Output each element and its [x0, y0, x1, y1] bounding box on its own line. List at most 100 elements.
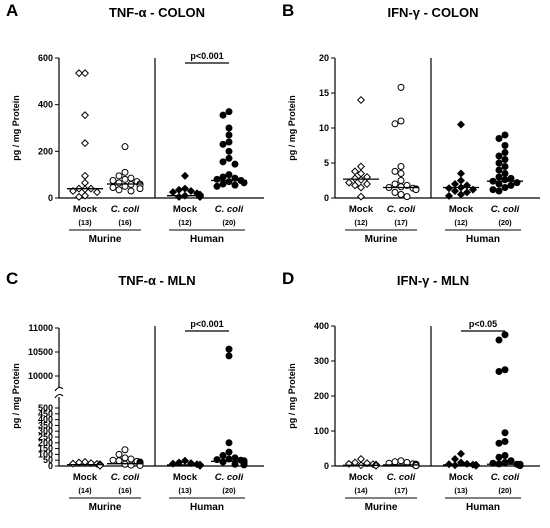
- data-point: [127, 461, 135, 469]
- data-point: [495, 453, 503, 461]
- y-tick-label: 250: [38, 432, 53, 442]
- data-point: [231, 460, 239, 468]
- data-point: [501, 131, 509, 139]
- sample-count: (13): [178, 486, 192, 495]
- y-tick-label: 0: [48, 461, 53, 471]
- data-point: [501, 176, 509, 184]
- data-point: [489, 459, 497, 467]
- data-point: [516, 462, 524, 470]
- data-point: [350, 181, 360, 190]
- data-point: [225, 448, 233, 456]
- data-point: [462, 188, 472, 197]
- data-point: [456, 169, 466, 178]
- data-point: [92, 188, 102, 197]
- data-point: [397, 83, 405, 91]
- category-label: C. coli: [215, 204, 244, 215]
- group-label: Murine: [365, 234, 398, 245]
- category-label: C. coli: [111, 204, 140, 215]
- sample-count: (16): [118, 486, 132, 495]
- data-point: [397, 191, 405, 198]
- sample-count: (17): [394, 218, 408, 227]
- category-label: C. coli: [111, 472, 140, 483]
- axis-break-mark: [54, 393, 64, 399]
- y-tick-label: 100: [38, 449, 53, 459]
- category-label: C. coli: [491, 472, 520, 483]
- data-point: [115, 179, 123, 187]
- category-label: Mock: [73, 204, 98, 215]
- sample-count: (20): [222, 486, 236, 495]
- data-point: [225, 124, 233, 132]
- y-tick-label: 300: [314, 356, 329, 366]
- data-point: [495, 368, 503, 375]
- data-point: [450, 179, 460, 189]
- data-point: [127, 187, 135, 195]
- data-point: [495, 336, 503, 344]
- data-point: [444, 184, 454, 193]
- data-point: [495, 166, 503, 174]
- y-tick-label: 200: [314, 391, 329, 401]
- chart-title: TNF-α - COLON: [109, 5, 205, 20]
- data-point: [356, 95, 366, 105]
- data-point: [391, 167, 399, 175]
- y-tick-label: 400: [314, 321, 329, 331]
- data-point: [115, 186, 123, 194]
- data-point: [127, 455, 135, 463]
- sample-count: (14): [78, 486, 92, 495]
- sample-count: (12): [354, 218, 368, 227]
- data-point: [68, 186, 78, 196]
- category-label: C. coli: [491, 204, 520, 215]
- group-label: Murine: [89, 502, 122, 513]
- data-point: [225, 154, 233, 162]
- data-point: [495, 159, 503, 167]
- data-point: [219, 140, 227, 148]
- data-point: [231, 181, 239, 189]
- data-point: [180, 456, 190, 465]
- data-point: [80, 69, 90, 78]
- data-point: [121, 175, 129, 183]
- y-tick-label: 0: [324, 461, 329, 471]
- data-point: [127, 174, 135, 182]
- data-point: [507, 174, 515, 182]
- data-point: [225, 455, 233, 463]
- data-point: [501, 331, 509, 339]
- group-label: Human: [466, 234, 500, 245]
- category-label: Mock: [73, 472, 98, 483]
- panel-a-tnf-colon: A TNF-α - COLON 0 200 400 600 pg / mg Protein M…: [2, 0, 272, 258]
- data-point: [501, 163, 509, 170]
- data-point: [231, 454, 239, 462]
- data-point: [489, 186, 497, 194]
- data-point: [501, 149, 509, 156]
- data-point: [495, 187, 503, 195]
- data-point: [213, 175, 221, 183]
- data-point: [501, 184, 509, 191]
- data-point: [391, 180, 399, 188]
- data-point: [225, 352, 233, 360]
- data-point: [507, 457, 515, 465]
- category-label: C. coli: [215, 472, 244, 483]
- data-point: [344, 178, 354, 187]
- data-point: [397, 457, 405, 465]
- group-label: Human: [466, 502, 500, 513]
- significance-label: p<0.001: [190, 51, 223, 61]
- data-point: [136, 185, 144, 193]
- category-label: Mock: [173, 472, 198, 483]
- data-point: [397, 177, 405, 184]
- y-tick-label: 450: [38, 409, 53, 419]
- y-tick-label: 20: [319, 53, 329, 63]
- data-point: [121, 143, 129, 151]
- data-point: [397, 183, 405, 191]
- data-point: [121, 454, 129, 462]
- significance-label: p<0.001: [190, 319, 223, 329]
- data-point: [456, 120, 466, 129]
- group-label: Murine: [89, 234, 122, 245]
- y-tick-label: 0: [324, 193, 329, 203]
- data-point: [231, 160, 239, 168]
- data-point: [501, 156, 509, 163]
- data-point: [74, 69, 84, 78]
- y-tick-label: 500: [38, 403, 53, 413]
- data-point: [501, 142, 509, 149]
- data-point: [225, 138, 233, 146]
- data-point: [356, 175, 366, 184]
- group-label: Murine: [365, 502, 398, 513]
- category-label: Mock: [349, 204, 374, 215]
